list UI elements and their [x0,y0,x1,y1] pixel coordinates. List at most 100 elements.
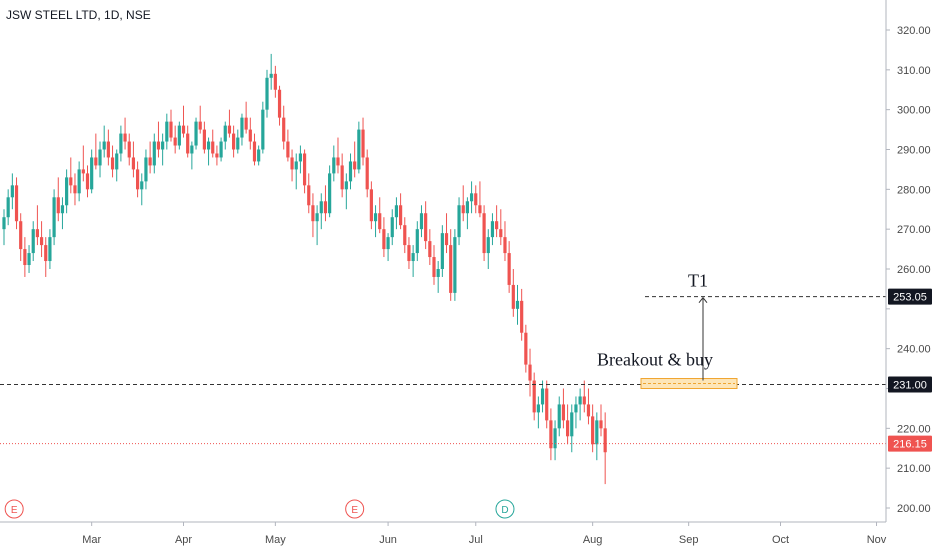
time-tick-label: Oct [772,534,789,546]
candle-body [202,129,206,150]
breakout-label[interactable]: Breakout & buy [597,350,713,370]
t1-label[interactable]: T1 [688,271,708,291]
time-tick-label: May [265,534,286,546]
candle-body [144,157,148,182]
candle-body [319,201,323,214]
candle-body [119,133,123,154]
candle [340,153,344,198]
candle [52,189,56,246]
candle-body [14,185,19,222]
candlestick-series [2,53,607,485]
candle [357,121,361,174]
candle [152,133,156,174]
candle-body [127,141,131,158]
candle [449,229,453,301]
candle-body [557,404,561,429]
candle-body [298,153,303,162]
event-marker-letter: E [11,505,18,516]
candle [553,420,557,461]
candle [6,189,10,226]
candle-body [115,153,119,170]
candle-body [336,157,340,166]
candle [482,205,486,262]
candle-body [110,157,115,170]
candle [315,205,319,246]
candle [148,141,152,174]
time-tick-label: Aug [583,534,603,546]
candle [211,129,215,158]
candle [415,221,419,262]
candle-body [561,404,566,421]
candle [469,181,474,214]
price-axis[interactable]: 200.00 210.00 220.00 240.00 260.00 270.00 280.… [885,0,931,522]
candle-body [181,125,186,134]
candle [586,388,591,425]
price-tag-label: 216.15 [893,439,927,451]
dividend-marker[interactable]: D [495,499,515,519]
time-axis[interactable]: Mar Apr May Jun Jul Aug Sep Oct Nov [0,521,887,546]
candle [119,125,123,162]
candle [515,284,520,325]
candle [557,396,561,437]
candle [123,117,127,150]
candle-body [565,420,570,437]
candle [478,181,482,218]
time-tick-label: Apr [175,534,192,546]
price-tag-bg [888,376,932,393]
candle [403,217,407,254]
candle-body [507,253,511,285]
earnings-marker[interactable]: E [4,499,24,519]
candle-body [261,109,265,150]
price-tick-label: 280.00 [897,184,931,196]
candle-body [215,153,219,158]
candle-body [595,420,599,445]
candle [110,145,115,178]
candle-body [399,205,403,226]
candle [336,137,340,174]
candle [165,113,169,150]
candle [298,145,303,174]
target-arrow-head [698,296,708,303]
candle [511,269,515,317]
earnings-marker[interactable]: E [345,499,365,519]
candle [419,205,424,238]
candle-body [186,133,190,154]
candle-body [490,221,495,238]
candle-body [290,157,294,170]
candle [257,145,261,166]
candle [307,173,311,214]
price-tag-label: 231.00 [893,380,927,392]
candle-body [503,237,507,254]
candle-body [578,396,582,405]
candle [269,53,273,90]
candle-body [98,149,102,166]
candle-body [240,117,244,138]
candle-body [6,197,10,218]
candle-body [515,300,520,309]
candle [39,221,44,258]
candle [69,157,73,194]
candle [23,237,27,277]
candle [90,149,94,194]
candle-body [323,201,328,214]
candle-body [223,125,227,142]
candle-body [27,253,31,266]
candle-body [69,177,73,186]
candle-body [390,217,394,238]
candle [115,149,119,182]
candle [495,205,499,238]
candle [394,197,399,230]
candle-body [269,73,273,78]
candle [2,209,6,246]
candle-body [373,213,378,222]
candle-body [161,141,165,150]
candle-body [365,157,369,190]
candle [177,121,181,150]
candle [294,153,298,190]
breakout-price-tag: 231.00 [888,376,932,393]
candle-body [361,129,365,158]
candle [127,133,131,166]
candle [591,404,595,453]
